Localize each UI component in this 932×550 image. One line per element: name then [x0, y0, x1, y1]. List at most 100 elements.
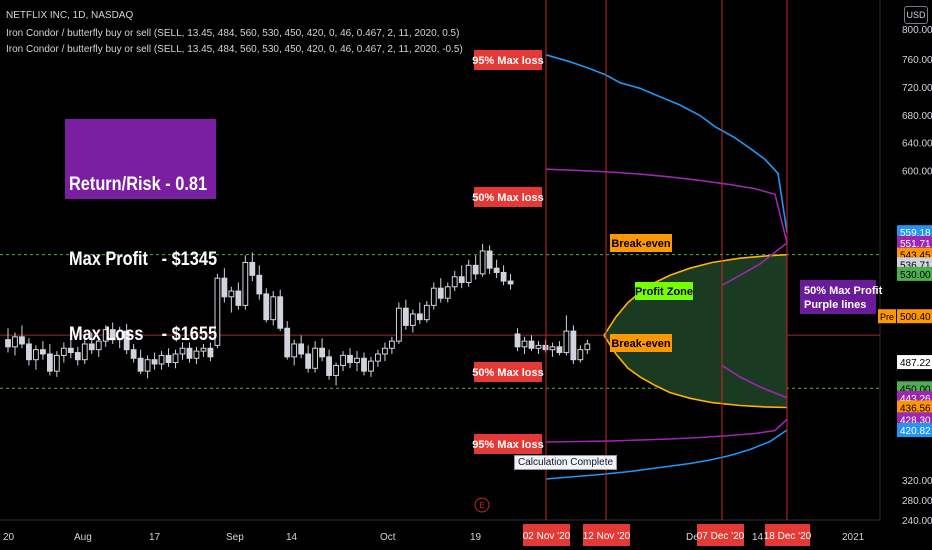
candle-body: [214, 277, 221, 346]
candle: [354, 351, 360, 372]
candle-body: [395, 307, 402, 342]
x-date-label-bg: [765, 524, 810, 546]
candle-body: [19, 336, 25, 345]
candle: [437, 278, 444, 303]
candle: [584, 339, 591, 354]
label-95-max-loss-lower-text: 95% Max loss: [472, 439, 544, 451]
candle-body: [228, 290, 235, 298]
max-profit-note-line-2: Purple lines: [804, 299, 866, 311]
candle: [74, 346, 81, 366]
candle-body: [437, 287, 444, 299]
price-label-bg: [897, 412, 932, 427]
label-50-max-loss-lower-text: 50% Max loss: [472, 367, 544, 379]
candle-body: [179, 347, 186, 355]
symbol-title[interactable]: NETFLIX INC, 1D, NASDAQ: [6, 10, 134, 21]
candle: [395, 302, 402, 344]
currency-button[interactable]: USD: [904, 6, 928, 24]
candle: [444, 282, 451, 303]
candle-body: [486, 250, 493, 269]
price-label-428-30: 428.30: [897, 412, 932, 427]
candle-body: [472, 264, 479, 275]
candle-body: [465, 264, 472, 283]
max-profit-note-line-1: 50% Max Profit: [804, 285, 883, 297]
candle: [137, 349, 144, 374]
candle-body: [556, 346, 563, 354]
candle: [486, 245, 493, 274]
candle: [514, 328, 521, 352]
lower-50-loss-curve: [545, 418, 788, 443]
candle: [326, 349, 332, 380]
candle-body: [81, 343, 88, 361]
candle-body: [430, 287, 437, 306]
price-label-bg: [897, 266, 932, 281]
price-label-bg: [897, 355, 932, 370]
price-label-436-56: 436.56: [897, 400, 932, 415]
indicator-legend-1[interactable]: Iron Condor / butterfly buy or sell (SEL…: [6, 28, 460, 39]
x-tick-label: 14: [752, 532, 764, 543]
candle-body: [249, 261, 256, 276]
stats-box: Return/Risk - 0.81 Max Profit - $1345 Ma…: [65, 119, 217, 345]
candle-body: [584, 343, 591, 351]
candle-body: [186, 347, 193, 359]
candle-body: [60, 347, 67, 356]
candle-body: [312, 347, 319, 369]
candle-body: [172, 353, 179, 364]
earnings-marker: E: [474, 497, 490, 513]
x-date-label-text: 07 Dec '20: [697, 531, 745, 542]
candle-body: [67, 347, 74, 354]
candle-body: [74, 352, 81, 361]
candle-body: [305, 353, 312, 369]
candle: [577, 345, 584, 363]
candle-body: [88, 343, 95, 351]
label-profit-zone-bg: [635, 282, 693, 300]
candle: [256, 265, 263, 300]
candle-body: [123, 330, 130, 351]
candle: [361, 352, 367, 376]
x-date-label-text: 12 Nov '20: [583, 531, 631, 542]
earnings-marker-text: E: [479, 501, 484, 510]
price-label-text: 559.18: [900, 228, 931, 239]
candle: [277, 289, 284, 332]
label-max-profit-note: 50% Max Profit Purple lines: [800, 280, 883, 314]
candle-body: [165, 354, 172, 364]
candle-body: [95, 340, 102, 351]
candle: [382, 342, 388, 362]
candle: [263, 288, 270, 323]
candle-body: [535, 344, 542, 349]
candle-body: [200, 347, 207, 352]
y-tick-label: 760.00: [902, 55, 932, 66]
lower-95-loss-curve: [545, 429, 788, 480]
candle-body: [444, 286, 451, 299]
upper-inner-profit-curve: [721, 242, 788, 286]
label-50-max-loss-upper: 50% Max loss: [472, 187, 544, 207]
price-label-500-40: 500.40 Pre: [878, 309, 932, 324]
candle-body: [102, 329, 109, 342]
candle-body: [361, 357, 367, 372]
label-profit-zone-text: Profit Zone: [635, 286, 693, 298]
candle-body: [347, 354, 353, 364]
status-tooltip: Calculation Complete: [514, 455, 618, 470]
upper-95-loss-curve: [545, 54, 788, 233]
label-break-even-lower-bg: [610, 334, 672, 352]
candle-body: [5, 339, 11, 348]
price-label-bg: [897, 225, 932, 240]
candle-body: [528, 340, 535, 349]
label-50-max-loss-upper-bg: [474, 187, 542, 207]
x-tick-label: Oct: [380, 532, 396, 543]
y-tick-label: 600.00: [902, 167, 932, 178]
candle-body: [26, 343, 32, 361]
premarket-tag-bg: [878, 309, 896, 324]
candle-body: [521, 340, 528, 348]
x-date-label-bg: [523, 524, 570, 546]
y-tick-label-partial: 800.00: [902, 25, 932, 36]
indicator-legend-2[interactable]: Iron Condor / butterfly buy or sell (SEL…: [6, 44, 463, 55]
candle-body: [570, 330, 577, 361]
x-date-label-text: 18 Dec '20: [764, 531, 812, 542]
label-break-even-upper: Break-even: [610, 234, 672, 252]
y-tick-label: 640.00: [902, 139, 932, 150]
candle-body: [479, 250, 486, 275]
candle: [109, 322, 116, 344]
candle: [53, 351, 60, 377]
candle-body: [340, 354, 346, 366]
candle: [116, 326, 123, 349]
